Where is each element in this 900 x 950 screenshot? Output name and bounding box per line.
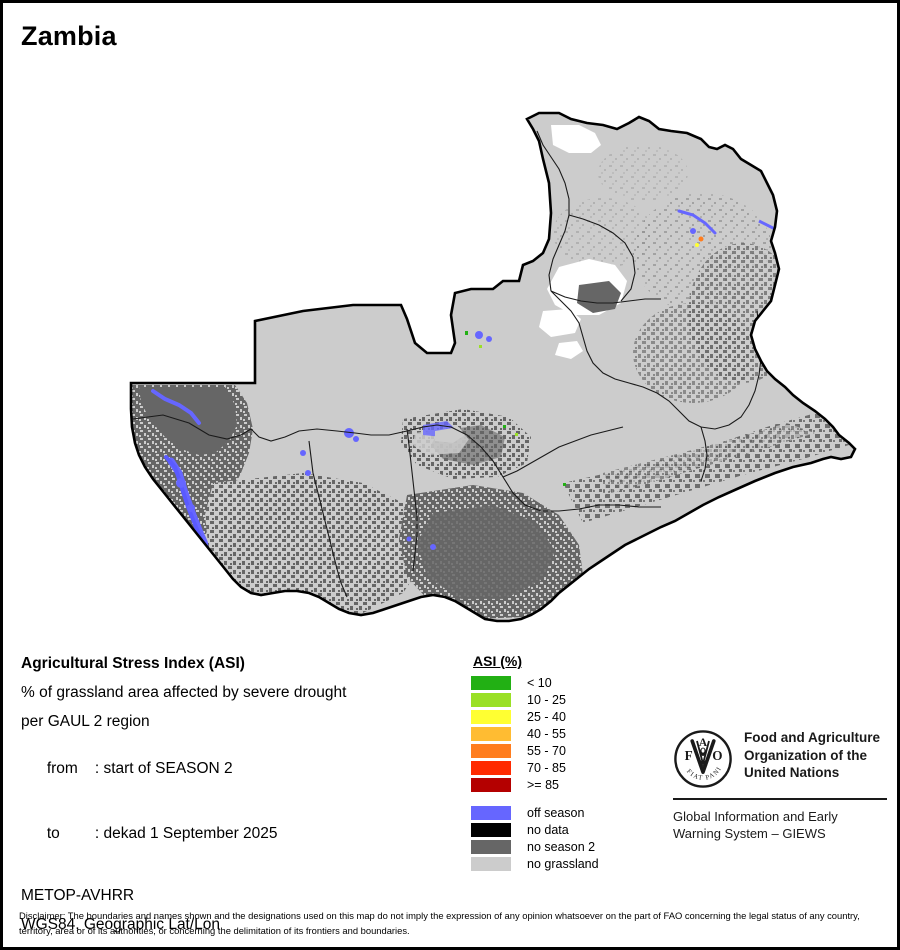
to-value: : dekad 1 September 2025 xyxy=(94,825,278,842)
legend-special-row[interactable]: off season xyxy=(471,804,661,821)
fao-logo-icon: F A O FIAT PANIS xyxy=(673,729,732,788)
legend-class-label: < 10 xyxy=(527,675,552,690)
page-title: Zambia xyxy=(21,21,117,51)
legend-class-swatch xyxy=(471,777,511,792)
legend-special-label: no grassland xyxy=(527,856,599,871)
info-projection: WGS84, Geographic Lat/Lon xyxy=(21,916,221,933)
fao-branding: F A O FIAT PANIS Food and AgricultureOrg… xyxy=(673,729,887,842)
legend-class-label: 10 - 25 xyxy=(527,692,566,707)
legend-special-row[interactable]: no season 2 xyxy=(471,838,661,855)
svg-text:F: F xyxy=(685,748,693,763)
legend-class-label: 40 - 55 xyxy=(527,726,566,741)
zambia-map-graphic xyxy=(129,111,857,623)
legend-class-label: 70 - 85 xyxy=(527,760,566,775)
disclaimer-text: Disclaimer: The boundaries and names sho… xyxy=(19,910,860,936)
legend-class-swatch xyxy=(471,709,511,724)
map-raster-layer xyxy=(131,113,855,621)
map-canvas[interactable] xyxy=(3,53,897,638)
map-info-block: Agricultural Stress Index (ASI) % of gra… xyxy=(21,655,451,945)
fao-system-name: Global Information and Early Warning Syst… xyxy=(673,809,838,842)
legend-class-row[interactable]: 10 - 25 xyxy=(471,691,661,708)
legend-class-swatch xyxy=(471,743,511,758)
legend-class-label: >= 85 xyxy=(527,777,559,792)
legend-class-swatch xyxy=(471,726,511,741)
legend-class-row[interactable]: 70 - 85 xyxy=(471,759,661,776)
info-sensor: METOP-AVHRR xyxy=(21,887,135,904)
legend-special-swatch xyxy=(471,856,511,871)
legend-special-row[interactable]: no grassland xyxy=(471,855,661,872)
legend-special-swatch xyxy=(471,839,511,854)
info-description-line-2: per GAUL 2 region xyxy=(21,713,150,730)
legend-class-label: 55 - 70 xyxy=(527,743,566,758)
info-heading: Agricultural Stress Index (ASI) xyxy=(21,655,245,672)
legend-class-row[interactable]: 25 - 40 xyxy=(471,708,661,725)
legend-class-list: < 10 10 - 25 25 - 40 40 - 55 55 - 70 70 - 85 >… xyxy=(471,674,661,793)
from-label: from xyxy=(46,760,78,777)
legend-special-swatch xyxy=(471,805,511,820)
legend-class-swatch xyxy=(471,760,511,775)
admin-boundaries xyxy=(132,130,762,598)
legend-class-row[interactable]: < 10 xyxy=(471,674,661,691)
legend-class-swatch xyxy=(471,692,511,707)
fao-organization-name: Food and Agriculture Organization of the U… xyxy=(744,730,880,781)
info-period-to: to : dekad 1 September 2025 xyxy=(21,807,451,861)
legend-special-label: off season xyxy=(527,805,585,820)
svg-text:A: A xyxy=(699,737,708,749)
legend-class-row[interactable]: >= 85 xyxy=(471,776,661,793)
legend-class-label: 25 - 40 xyxy=(527,709,566,724)
fao-divider xyxy=(673,798,887,800)
legend-title: ASI (%) xyxy=(473,653,522,669)
legend-special-label: no data xyxy=(527,822,569,837)
legend-special-swatch xyxy=(471,822,511,837)
legend-special-list: off season no data no season 2 no grassland xyxy=(471,804,661,872)
legend: ASI (%) < 10 10 - 25 25 - 40 40 - 55 55 - 70… xyxy=(471,653,661,872)
legend-class-row[interactable]: 55 - 70 xyxy=(471,742,661,759)
country-outline xyxy=(129,111,857,623)
legend-special-row[interactable]: no data xyxy=(471,821,661,838)
info-period-from: from : start of SEASON 2 xyxy=(21,742,451,796)
legend-special-label: no season 2 xyxy=(527,839,596,854)
to-label: to xyxy=(46,825,60,842)
from-value: : start of SEASON 2 xyxy=(94,760,233,777)
legend-class-swatch xyxy=(471,675,511,690)
info-description-line-1: % of grassland area affected by severe d… xyxy=(21,684,347,701)
svg-text:O: O xyxy=(712,748,722,763)
legend-class-row[interactable]: 40 - 55 xyxy=(471,725,661,742)
